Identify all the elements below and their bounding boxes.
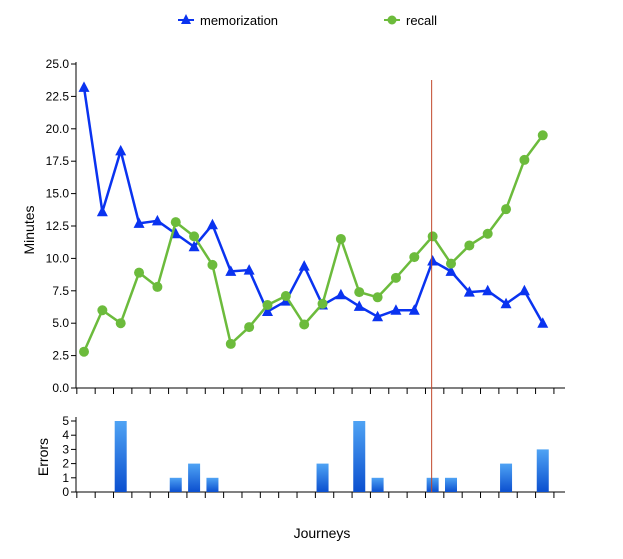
data-point-memorization: [298, 260, 310, 271]
bar: [114, 421, 127, 492]
data-point-memorization: [133, 217, 145, 228]
data-point-recall: [317, 298, 328, 309]
y-axis-title-minutes: Minutes: [21, 205, 37, 254]
bar: [536, 449, 549, 492]
legend-label: memorization: [200, 13, 278, 28]
bar: [188, 463, 201, 492]
data-point-recall: [225, 338, 236, 349]
data-point-recall: [427, 231, 438, 242]
data-point-recall: [446, 258, 456, 269]
y-tick-label-top: 15.0: [46, 187, 70, 201]
bar: [316, 463, 329, 492]
data-point-memorization: [408, 304, 420, 315]
legend-marker-circle: [387, 15, 397, 25]
data-point-memorization: [188, 240, 200, 252]
bar: [445, 477, 457, 492]
data-point-recall: [207, 259, 218, 270]
y-tick-label-top: 20.0: [46, 122, 70, 136]
data-point-memorization: [500, 297, 512, 309]
data-point-memorization: [537, 317, 549, 328]
bar: [426, 477, 439, 492]
data-point-recall: [262, 300, 273, 311]
y-tick-label-top: 25.0: [46, 57, 70, 71]
y-tick-label-top: 17.5: [46, 154, 70, 168]
data-point-memorization: [262, 305, 273, 317]
y-tick-label-bottom: 5: [62, 414, 69, 428]
bar: [500, 463, 513, 492]
data-point-memorization: [206, 218, 218, 230]
legend-label: recall: [406, 13, 437, 28]
data-point-memorization: [463, 286, 475, 297]
data-point-memorization: [427, 254, 439, 266]
data-point-memorization: [115, 144, 127, 156]
data-point-recall: [537, 130, 548, 141]
data-point-recall: [390, 272, 401, 283]
data-point-recall: [409, 252, 420, 263]
data-point-recall: [519, 154, 530, 165]
y-tick-label-bottom: 1: [62, 471, 69, 485]
y-tick-label-top: 2.5: [52, 349, 69, 363]
data-point-recall: [134, 267, 145, 278]
data-point-recall: [372, 292, 383, 303]
y-tick-label-top: 12.5: [46, 219, 70, 233]
y-tick-label-bottom: 3: [62, 442, 69, 456]
data-point-recall: [170, 217, 181, 228]
data-point-recall: [280, 290, 291, 301]
data-point-recall: [299, 319, 310, 330]
data-point-recall: [97, 305, 108, 316]
data-point-recall: [354, 287, 365, 298]
bar: [353, 421, 366, 492]
data-point-recall: [335, 233, 346, 244]
y-tick-label-bottom: 0: [62, 485, 69, 499]
minutes-line-chart: 0.0 2.5 5.0 7.5 10.0 12.5 15.0 17.5 20.0 22.5 25.0: [46, 57, 565, 395]
data-point-memorization: [445, 265, 457, 276]
bar: [371, 477, 384, 492]
data-point-memorization: [353, 300, 365, 311]
y-tick-label-top: 0.0: [52, 381, 69, 395]
data-point-memorization: [518, 284, 530, 296]
data-point-memorization: [151, 214, 163, 226]
data-point-recall: [464, 240, 475, 251]
data-point-memorization: [78, 81, 90, 92]
data-point-memorization: [482, 284, 494, 296]
y-tick-label-top: 7.5: [52, 284, 69, 298]
data-point-recall: [189, 231, 200, 242]
x-axis-title: Journeys: [294, 525, 351, 541]
series-recall: [79, 130, 548, 357]
series-memorization: [78, 81, 549, 328]
y-axis-title-errors: Errors: [35, 438, 51, 476]
y-tick-label-bottom: 2: [62, 457, 69, 471]
y-tick-label-top: 22.5: [46, 89, 70, 103]
data-point-memorization: [96, 205, 108, 217]
data-point-recall: [152, 281, 163, 292]
y-tick-label-top: 10.0: [46, 251, 70, 265]
data-point-recall: [79, 346, 89, 357]
data-point-recall: [482, 228, 493, 239]
bar: [169, 477, 182, 492]
y-tick-label-top: 5.0: [52, 316, 69, 330]
data-point-memorization: [390, 304, 402, 315]
bar: [206, 477, 219, 492]
data-point-memorization: [335, 288, 347, 300]
legend-marker-triangle: [181, 14, 191, 24]
data-point-recall: [115, 318, 126, 329]
data-point-memorization: [372, 310, 384, 322]
data-point-recall: [501, 204, 512, 215]
legend: memorization recall: [178, 13, 437, 28]
data-point-memorization: [243, 264, 255, 275]
data-point-recall: [244, 322, 255, 333]
y-tick-label-bottom: 4: [62, 428, 69, 442]
data-point-memorization: [225, 265, 237, 276]
